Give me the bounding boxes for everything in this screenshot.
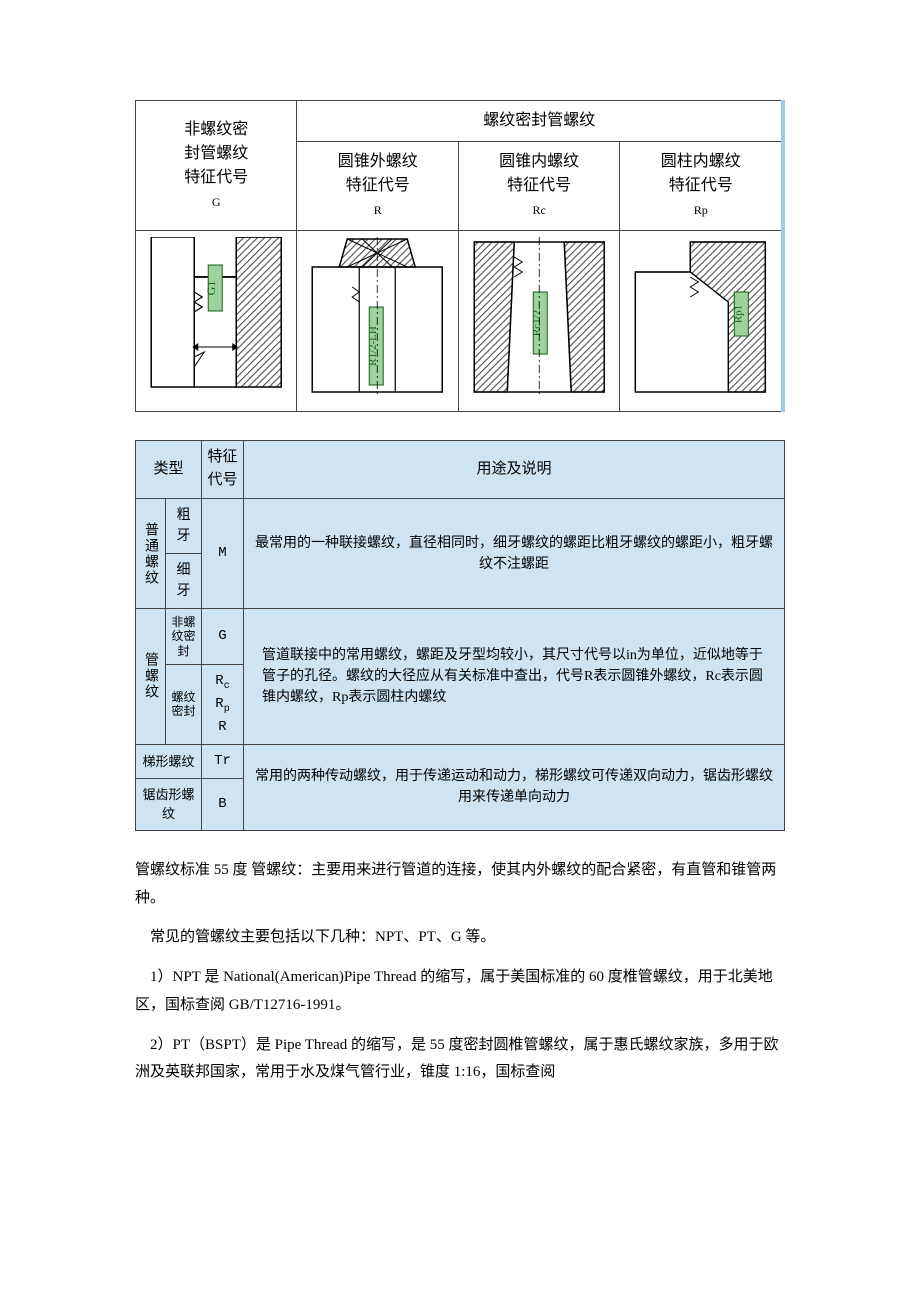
desc-pipe-1: 管道联接中的常用螺纹，螺距及牙型均较小，其尺寸代号以in为单位，近似地等于管子的… <box>262 648 763 684</box>
diagram-rc-svg: Rc1/2 <box>465 237 613 397</box>
group-header: 螺纹密封管螺纹 <box>297 101 783 142</box>
diagram-r-cell: R1/2-LH <box>297 231 458 412</box>
diagram-r-svg: R1/2-LH <box>303 237 451 397</box>
col3-code: Rc <box>533 203 546 217</box>
code-g: G <box>202 609 244 665</box>
seal: 螺纹密封 <box>166 665 202 745</box>
diagram-rp-svg: Rp1 <box>626 237 775 397</box>
col1-l3: 特征代号 <box>184 169 248 186</box>
svg-text:Rc1/2: Rc1/2 <box>531 310 543 336</box>
col4-l1: 圆柱内螺纹 <box>661 153 741 170</box>
thread-diagram-table: 非螺纹密 封管螺纹 特征代号 G 螺纹密封管螺纹 圆锥外螺纹 特征代号 R 圆锥… <box>135 100 785 412</box>
para-1: 管螺纹标准 55 度 管螺纹：主要用来进行管道的连接，使其内外螺纹的配合紧密，有… <box>135 857 785 913</box>
desc-pipe-3: 表示圆柱内螺纹 <box>348 690 446 705</box>
svg-text:G1: G1 <box>204 281 218 296</box>
th-use: 用途及说明 <box>244 441 785 499</box>
col2-code: R <box>374 203 382 217</box>
svg-text:Rp1: Rp1 <box>733 305 745 323</box>
diagram-rc-cell: Rc1/2 <box>458 231 619 412</box>
pipe-thread: 管螺纹 <box>136 609 166 745</box>
col2-l2: 特征代号 <box>346 177 410 194</box>
col1-code: G <box>212 195 221 209</box>
col3-header: 圆锥内螺纹 特征代号 Rc <box>458 142 619 231</box>
th-type: 类型 <box>136 441 202 499</box>
code-m: M <box>202 499 244 609</box>
col1-header: 非螺纹密 封管螺纹 特征代号 G <box>136 101 297 231</box>
col4-code: Rp <box>694 203 708 217</box>
col4-l2: 特征代号 <box>669 177 733 194</box>
col1-l1: 非螺纹密 <box>184 121 248 138</box>
thread-type-table: 类型 特征 代号 用途及说明 普通螺纹 粗牙 M 最常用的一种联接螺纹，直径相同… <box>135 440 785 831</box>
ordinary-thread: 普通螺纹 <box>136 499 166 609</box>
desc-trans: 常用的两种传动螺纹，用于传递运动和动力，梯形螺纹可传递双向动力，锯齿形螺纹用来传… <box>244 744 785 830</box>
col3-l2: 特征代号 <box>507 177 571 194</box>
coarse: 粗牙 <box>166 499 202 554</box>
diagram-rp-cell: Rp1 <box>620 231 783 412</box>
col2-l1: 圆锥外螺纹 <box>338 153 418 170</box>
diagram-g1-svg: G1 <box>142 237 290 397</box>
th-code: 特征 代号 <box>202 441 244 499</box>
col3-l1: 圆锥内螺纹 <box>499 153 579 170</box>
diagram-g1-cell: G1 <box>136 231 297 412</box>
trapezoidal: 梯形螺纹 <box>136 744 202 778</box>
para-2: 常见的管螺纹主要包括以下几种：NPT、PT、G 等。 <box>135 924 785 952</box>
desc-m: 最常用的一种联接螺纹，直径相同时，细牙螺纹的螺距比粗牙螺纹的螺距小，粗牙螺纹不注… <box>244 499 785 609</box>
col2-header: 圆锥外螺纹 特征代号 R <box>297 142 458 231</box>
document-page: 非螺纹密 封管螺纹 特征代号 G 螺纹密封管螺纹 圆锥外螺纹 特征代号 R 圆锥… <box>0 0 920 1139</box>
fine: 细牙 <box>166 554 202 609</box>
sawtooth: 锯齿形螺纹 <box>136 778 202 830</box>
non-seal: 非螺纹密封 <box>166 609 202 665</box>
code-b: B <box>202 778 244 830</box>
body-text: 管螺纹标准 55 度 管螺纹：主要用来进行管道的连接，使其内外螺纹的配合紧密，有… <box>135 857 785 1087</box>
desc-pipe: 管道联接中的常用螺纹，螺距及牙型均较小，其尺寸代号以in为单位，近似地等于管子的… <box>244 609 785 745</box>
col1-l2: 封管螺纹 <box>184 145 248 162</box>
col4-header: 圆柱内螺纹 特征代号 Rp <box>620 142 783 231</box>
para-4: 2）PT（BSPT）是 Pipe Thread 的缩写，是 55 度密封圆椎管螺… <box>135 1032 785 1088</box>
code-rc-rp-r: RcRpR <box>202 665 244 745</box>
code-tr: Tr <box>202 744 244 778</box>
para-3: 1）NPT 是 National(American)Pipe Thread 的缩… <box>135 964 785 1020</box>
